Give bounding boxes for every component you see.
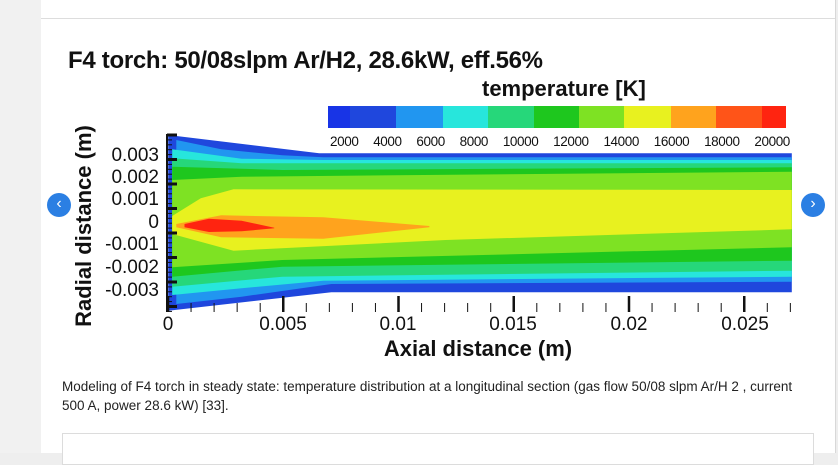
colorbar-tick: 4000: [373, 134, 402, 149]
colorbar-tick: 10000: [502, 134, 539, 149]
figure-caption: Modeling of F4 torch in steady state: te…: [62, 379, 793, 413]
y-tick-label: -0.001: [105, 234, 159, 255]
colorbar-segment: [396, 106, 443, 128]
colorbar-segment: [488, 106, 534, 128]
x-tick-label: 0: [162, 314, 174, 335]
carousel-next-button[interactable]: ›: [801, 193, 825, 217]
chevron-left-icon: ‹: [56, 195, 62, 212]
colorbar-segment: [716, 106, 762, 128]
temperature-contour-band: [184, 218, 275, 232]
colorbar-segment: [350, 106, 396, 128]
colorbar: [328, 106, 786, 128]
figure-image: F4 torch: 50/08slpm Ar/H2, 28.6kW, eff.5…: [68, 47, 792, 361]
content-box: [62, 433, 814, 465]
colorbar-tick: 14000: [603, 134, 639, 149]
colorbar-segment: [579, 106, 624, 128]
colorbar-ticks: 2000 4000 6000 8000 10000 12000 14000 16…: [330, 134, 790, 149]
colorbar-tick: 16000: [653, 134, 690, 149]
colorbar-tick: 20000: [754, 134, 790, 149]
chevron-right-icon: ›: [810, 195, 816, 212]
colorbar-tick: 6000: [416, 134, 445, 149]
colorbar-segment: [534, 106, 579, 128]
colorbar-title: temperature [K]: [482, 76, 646, 101]
divider: [41, 18, 835, 19]
x-tick-label: 0.025: [721, 314, 769, 335]
colorbar-tick: 8000: [459, 134, 489, 149]
x-tick-label: 0.005: [259, 314, 307, 335]
x-tick-label: 0.01: [379, 314, 417, 335]
colorbar-segment: [328, 106, 350, 128]
colorbar-tick: 2000: [330, 134, 359, 149]
carousel-prev-button[interactable]: ‹: [47, 193, 71, 217]
y-tick-label: 0.003: [111, 145, 159, 166]
y-tick-label: 0: [148, 212, 159, 233]
x-tick-label: 0.02: [610, 314, 648, 335]
x-axis-label: Axial distance (m): [383, 336, 573, 361]
colorbar-segment: [671, 106, 716, 128]
y-tick-label: 0.001: [111, 189, 159, 210]
colorbar-segment: [762, 106, 786, 128]
y-tick-label: -0.002: [105, 257, 159, 278]
figure-title: F4 torch: 50/08slpm Ar/H2, 28.6kW, eff.5…: [68, 47, 543, 74]
contour-plot: [166, 133, 792, 312]
colorbar-tick: 12000: [553, 134, 589, 149]
x-tick-label: 0.015: [489, 314, 537, 335]
colorbar-segment: [624, 106, 671, 128]
y-tick-label: -0.003: [105, 280, 159, 301]
y-axis-label: Radial distance (m): [71, 125, 96, 327]
colorbar-segment: [443, 106, 488, 128]
y-tick-label: 0.002: [111, 167, 159, 188]
colorbar-tick: 18000: [704, 134, 740, 149]
